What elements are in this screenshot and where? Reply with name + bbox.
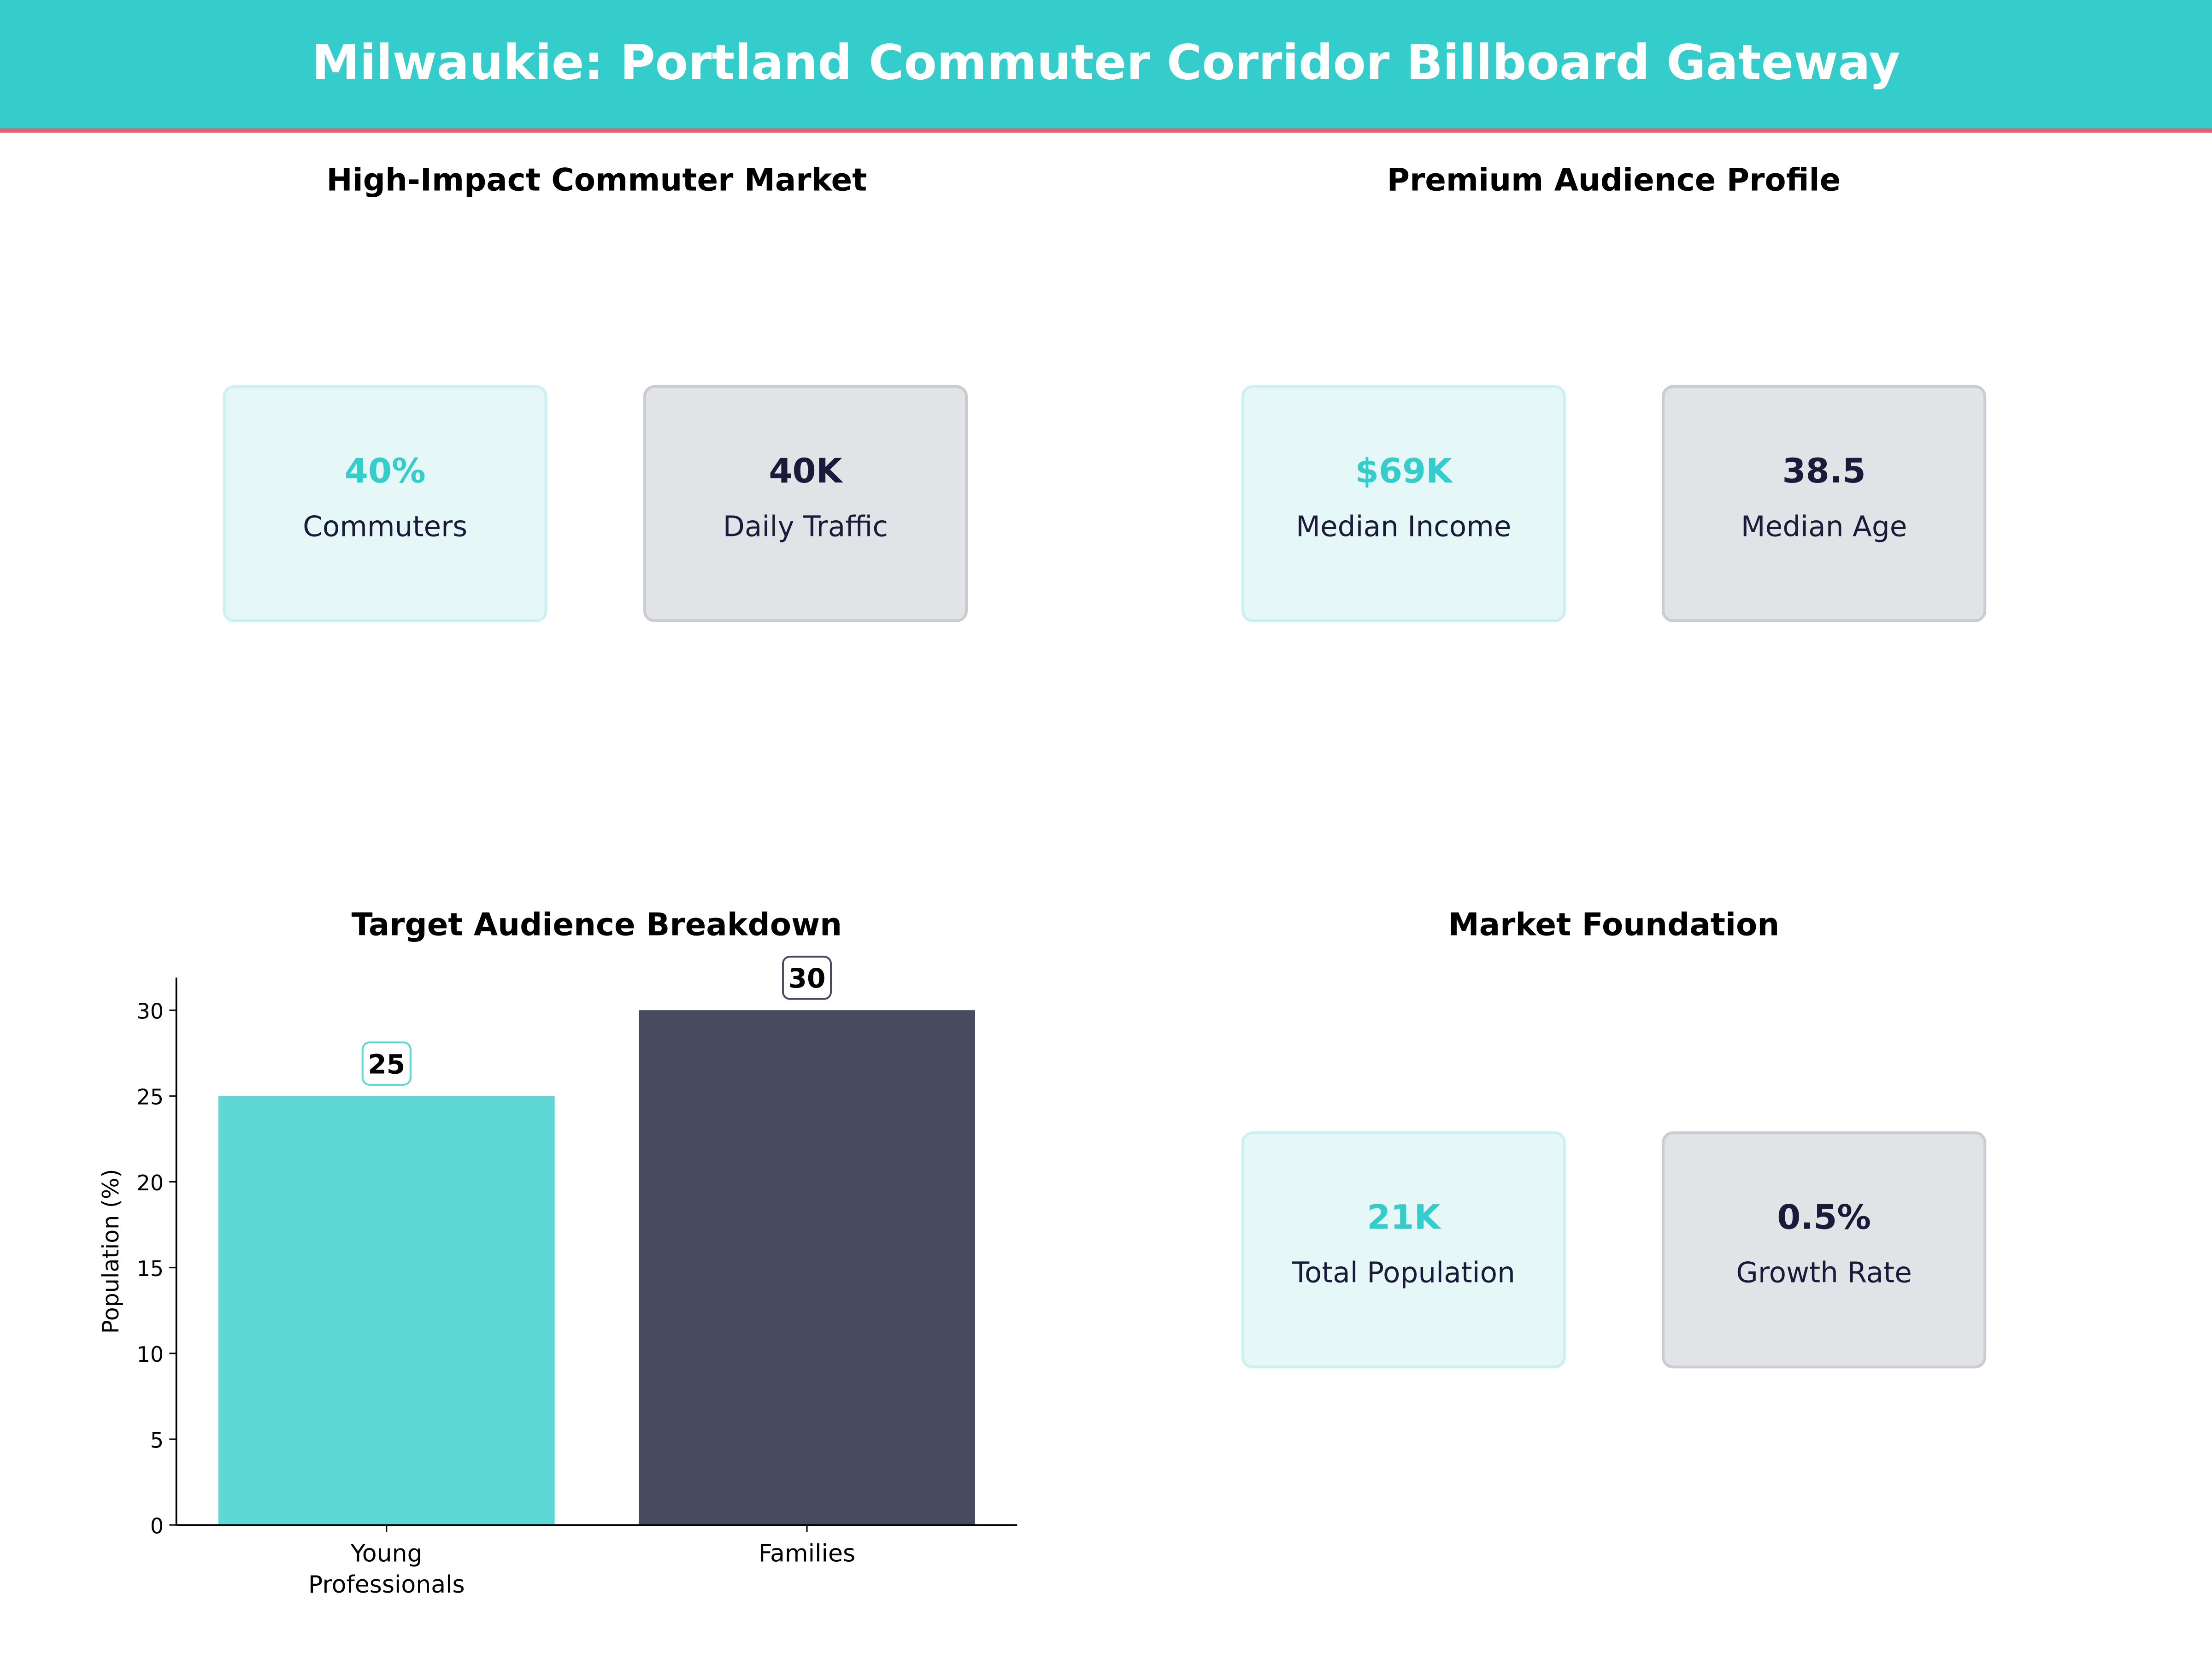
- y-tick-label: 25: [137, 1085, 164, 1110]
- stat-value: 0.5%: [1777, 1197, 1871, 1237]
- y-tick-label: 0: [150, 1514, 164, 1539]
- stat-label: Median Age: [1741, 509, 1907, 543]
- header-banner: Milwaukie: Portland Commuter Corridor Bi…: [0, 0, 2212, 133]
- stat-label: Commuters: [303, 509, 468, 543]
- stat-label: Total Population: [1292, 1255, 1515, 1289]
- data-label-box: [361, 1041, 412, 1086]
- stat-label: Median Income: [1296, 509, 1512, 543]
- stat-card-daily-traffic: 40K Daily Traffic: [643, 385, 968, 622]
- x-tick-label: Professionals: [308, 1571, 465, 1599]
- panel-title-commuter-market: High-Impact Commuter Market: [326, 164, 867, 199]
- stat-value: $69K: [1355, 451, 1453, 491]
- panel-title-audience-profile: Premium Audience Profile: [1387, 164, 1841, 199]
- data-label: 25: [368, 1048, 405, 1080]
- stat-label: Growth Rate: [1736, 1255, 1912, 1289]
- y-tick-label: 5: [150, 1428, 164, 1453]
- page-title: Milwaukie: Portland Commuter Corridor Bi…: [312, 35, 1900, 92]
- y-tick-label: 20: [137, 1171, 164, 1195]
- data-label-box: [782, 955, 832, 1000]
- x-tick-label: Families: [759, 1540, 855, 1568]
- stat-value: 38.5: [1782, 451, 1866, 491]
- chart-title: Target Audience Breakdown: [351, 908, 842, 944]
- bar: [639, 1010, 975, 1525]
- stat-value: 21K: [1367, 1197, 1441, 1237]
- stat-card-commuters: 40% Commuters: [223, 385, 547, 622]
- stat-card-total-population: 21K Total Population: [1241, 1131, 1566, 1369]
- stat-card-median-age: 38.5 Median Age: [1662, 385, 1987, 622]
- stat-card-growth-rate: 0.5% Growth Rate: [1662, 1131, 1987, 1369]
- stat-card-median-income: $69K Median Income: [1241, 385, 1566, 622]
- stat-value: 40%: [344, 451, 426, 491]
- panel-title-market-foundation: Market Foundation: [1448, 908, 1780, 944]
- x-tick-label: Young: [350, 1540, 423, 1568]
- stat-value: 40K: [769, 451, 842, 491]
- y-tick-label: 30: [137, 999, 164, 1024]
- bar: [218, 1096, 555, 1525]
- y-axis-label: Population (%): [98, 1169, 124, 1334]
- y-tick-label: 10: [137, 1342, 164, 1367]
- data-label: 30: [788, 963, 826, 994]
- y-tick-label: 15: [137, 1256, 164, 1281]
- stat-label: Daily Traffic: [723, 509, 888, 543]
